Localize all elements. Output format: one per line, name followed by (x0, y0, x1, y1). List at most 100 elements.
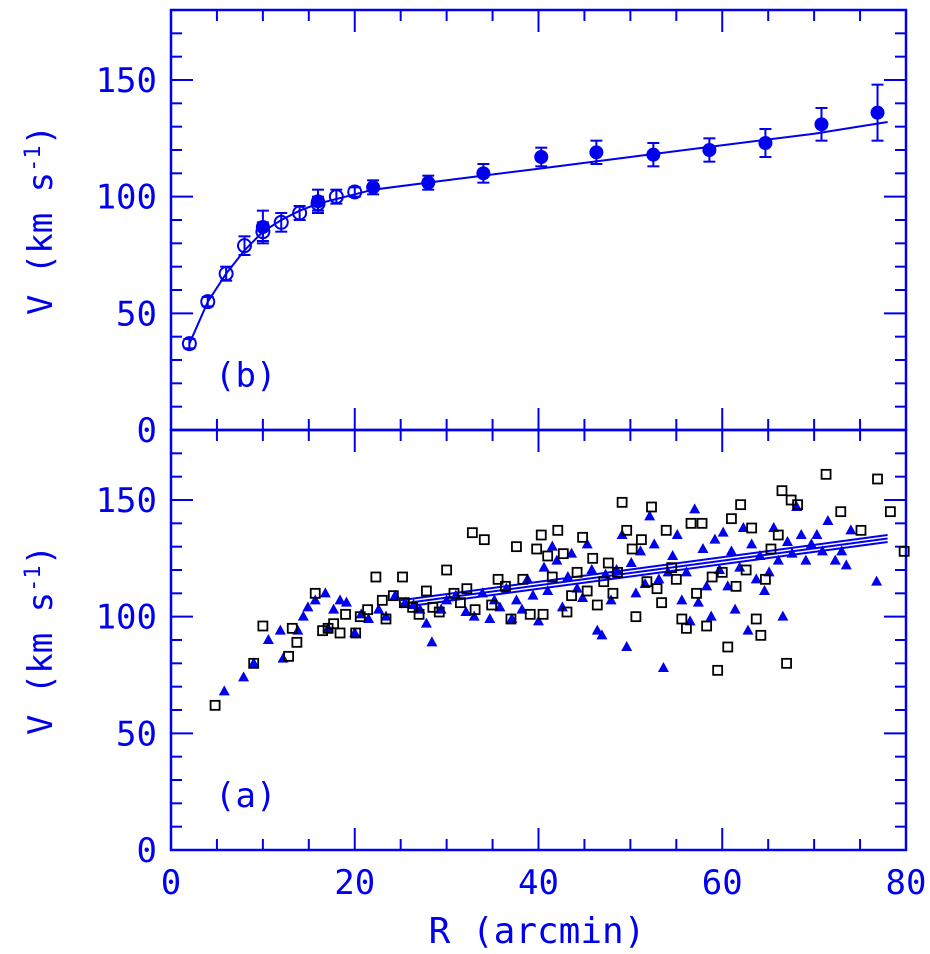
data-point-triangle (363, 613, 375, 623)
data-point-triangle (248, 657, 260, 668)
data-point-triangle (671, 529, 683, 539)
data-point-square (691, 587, 702, 599)
data-point-square (362, 604, 374, 616)
data-point-triangle (596, 629, 608, 640)
data-point-square (696, 517, 708, 529)
data-point-square (257, 620, 269, 632)
data-point-triangle (218, 685, 230, 696)
panel-a: 0 50 100 150 0 20 40 60 80 V (km s-1) (a) (21, 428, 926, 903)
y-tick-label: 0 (137, 411, 157, 451)
data-point-square (636, 534, 647, 546)
data-point-square (765, 543, 777, 555)
data-point-triangle (274, 624, 286, 635)
data-point-filled-circle (589, 145, 604, 160)
data-point-triangle (754, 550, 766, 560)
data-point-triangle (742, 624, 754, 635)
data-point-square (283, 650, 295, 662)
data-point-triangle (786, 547, 798, 558)
data-point-square (492, 573, 504, 585)
data-point-square (626, 543, 638, 555)
data-point-triangle (648, 538, 660, 549)
data-point-triangle (725, 545, 737, 556)
data-point-square (835, 506, 847, 518)
data-point-triangle (562, 571, 574, 581)
data-point-square (716, 566, 728, 578)
data-point-square (546, 571, 558, 583)
data-point-triangle (460, 606, 472, 616)
y-axis-label: V (km s-1) (21, 545, 62, 735)
y-tick-label: 50 (116, 294, 157, 334)
data-point-square (730, 580, 742, 592)
data-point-square (884, 506, 896, 518)
x-tick-label: 60 (702, 863, 743, 903)
data-point-square (517, 573, 529, 585)
data-point-triangle (546, 540, 558, 551)
y-axis-label: V (km s-1) (21, 125, 62, 315)
data-point-triangle (581, 538, 593, 549)
data-point-square (792, 499, 803, 511)
data-point-triangle (334, 594, 346, 605)
data-point-triangle (319, 587, 331, 598)
data-point-triangle (542, 585, 554, 595)
data-point-triangle (676, 594, 688, 605)
data-point-triangle (653, 573, 665, 584)
data-point-square (872, 473, 883, 485)
data-point-square (328, 618, 340, 630)
data-point-square (666, 562, 678, 574)
data-point-triangle (600, 568, 612, 579)
data-point-triangle (577, 592, 589, 602)
data-point-triangle (759, 585, 771, 595)
data-point-square (772, 529, 784, 541)
data-point-triangle (836, 545, 848, 556)
data-point-triangle (340, 596, 352, 607)
data-point-square (561, 606, 573, 618)
data-point-open-circle (181, 336, 197, 352)
data-point-square (621, 524, 633, 536)
data-point-triangle (705, 610, 717, 621)
data-point-triangle (722, 580, 734, 591)
data-point-triangle (840, 559, 852, 570)
data-point-triangle (516, 603, 528, 614)
data-point-square (712, 664, 724, 676)
data-point-square (317, 625, 328, 637)
data-point-triangle (605, 594, 617, 605)
data-point-triangle (692, 596, 704, 607)
data-point-triangle (795, 529, 807, 539)
data-point-triangle (630, 587, 642, 598)
data-point-triangle (426, 636, 438, 647)
data-point-square (334, 627, 346, 639)
data-point-open-circle (347, 184, 363, 200)
data-point-square (660, 524, 672, 536)
y-tick-label: 0 (137, 831, 157, 871)
data-point-square (433, 606, 445, 618)
data-point-square (735, 499, 747, 511)
data-point-square (209, 699, 221, 711)
data-point-square (340, 608, 351, 620)
data-point-triangle (262, 634, 274, 644)
data-point-square (587, 552, 599, 564)
data-point-triangle (822, 515, 834, 525)
data-point-triangle (777, 610, 789, 621)
data-point-triangle (680, 566, 692, 577)
data-point-triangle (510, 594, 522, 605)
y-tick-label: 100 (96, 598, 157, 638)
data-point-triangle (380, 610, 392, 621)
x-tick-label: 20 (334, 863, 375, 903)
data-point-open-circle (200, 294, 216, 310)
data-point-square (524, 608, 536, 620)
panel-b: 0 50 100 150 V (km s-1) (b) (21, 8, 908, 451)
data-point-square (286, 622, 298, 634)
data-point-filled-circle (814, 117, 829, 132)
data-point-square (676, 613, 688, 625)
x-tick-label: 0 (161, 863, 181, 903)
data-point-square (531, 543, 543, 555)
data-point-triangle (845, 524, 857, 535)
data-point-square (755, 629, 767, 641)
data-point-open-circle (237, 238, 252, 254)
data-point-square (500, 580, 511, 592)
data-point-square (421, 585, 432, 597)
data-point-triangle (533, 615, 544, 626)
data-point-triangle (781, 536, 793, 546)
data-point-square (511, 541, 522, 553)
